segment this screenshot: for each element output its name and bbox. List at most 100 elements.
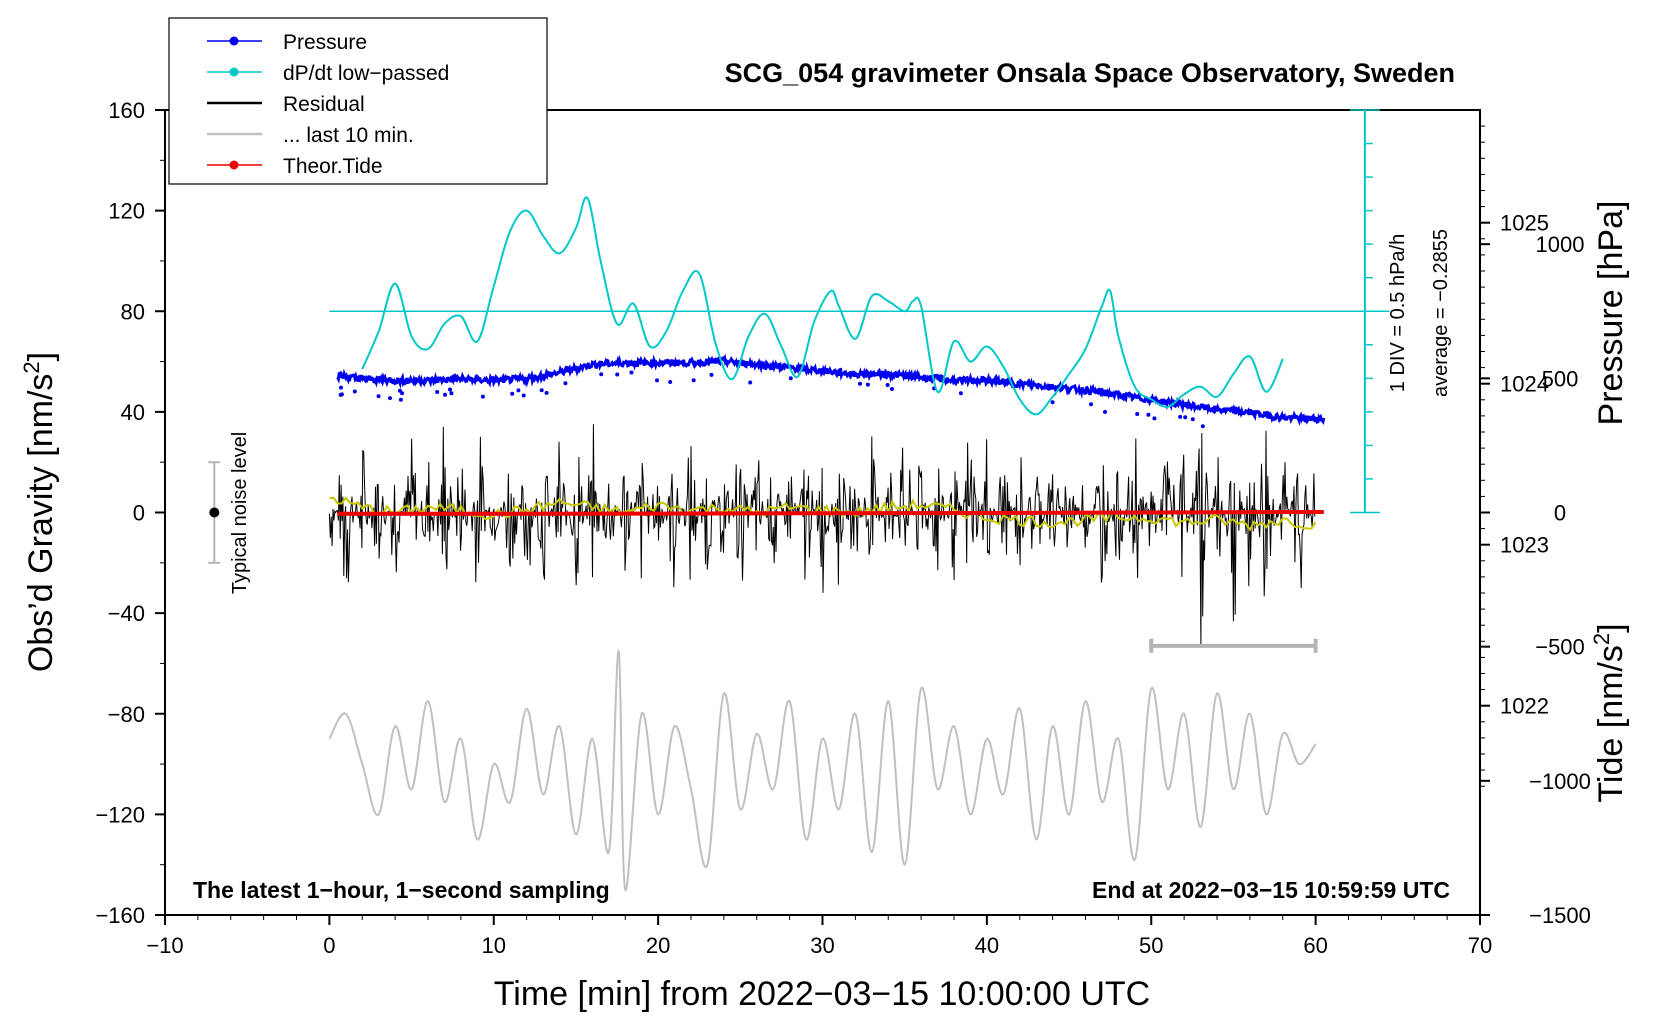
pressure-outlier-dot xyxy=(376,394,381,399)
pressure-outlier-dot xyxy=(339,385,343,390)
x-tick-label: 0 xyxy=(323,933,335,958)
footer-left: The latest 1−hour, 1−second sampling xyxy=(193,877,610,903)
x-tick-label: 70 xyxy=(1468,933,1492,958)
pressure-outlier-dot xyxy=(615,372,620,377)
y-tick-label-gravity: −40 xyxy=(108,601,145,626)
series-pressure xyxy=(336,353,1326,427)
pressure-outlier-dot xyxy=(668,380,673,384)
y-axis-title-gravity: Obs’d Gravity [nm/s2] xyxy=(19,352,60,672)
pressure-outlier-dot xyxy=(1089,402,1093,407)
pressure-outlier-dot xyxy=(1103,409,1107,414)
pressure-outlier-dot xyxy=(885,383,890,387)
y-tick-label-gravity: −160 xyxy=(95,903,145,928)
y-tick-label-pressure: 1024 xyxy=(1500,372,1549,397)
pressure-outlier-dot xyxy=(1200,424,1205,429)
pressure-outlier-dot xyxy=(1152,416,1157,421)
pressure-outlier-dot xyxy=(435,390,440,394)
tick-layer: −10 0 10 20 30 40 50 60 70 −160 −120 −80 −40 0 40 80 120… xyxy=(95,98,1590,958)
y-axis-title-tide: Tide [nm/s2] xyxy=(1589,623,1630,802)
pressure-outlier-dot xyxy=(788,376,793,381)
pressure-outlier-dot xyxy=(510,391,515,396)
x-tick-label: 50 xyxy=(1139,933,1163,958)
series-dpdt xyxy=(361,196,1284,416)
y-tick-label-tide: −1000 xyxy=(1529,769,1591,794)
legend-items: Pressure dP/dt low−passed Residual ... last… xyxy=(207,31,449,178)
pressure-outlier-dot xyxy=(709,372,714,377)
y-tick-label-gravity: 120 xyxy=(108,199,145,224)
pressure-outlier-dot xyxy=(521,393,526,398)
y-tick-label-pressure: 1022 xyxy=(1500,694,1549,719)
pressure-outlier-dot xyxy=(1050,400,1055,405)
pressure-outlier-dot xyxy=(1135,412,1140,416)
pressure-outlier-dot xyxy=(1190,417,1195,422)
y-tick-label-tide: 500 xyxy=(1542,366,1579,391)
pressure-outlier-dot xyxy=(1183,415,1188,420)
noise-level-label: Typical noise level xyxy=(229,432,251,594)
pressure-outlier-dot xyxy=(655,378,659,383)
y-tick-label-tide: −500 xyxy=(1535,635,1585,660)
y-tick-label-pressure: 1025 xyxy=(1500,211,1549,236)
y-tick-label-gravity: −80 xyxy=(108,702,145,727)
pressure-outlier-dot xyxy=(443,392,447,397)
x-tick-label: 60 xyxy=(1303,933,1327,958)
pressure-outlier-dot xyxy=(544,390,549,395)
pressure-outlier-dot xyxy=(400,391,405,396)
y-tick-label-gravity: 80 xyxy=(121,299,145,324)
dpdt-average-label: average = −0.2855 xyxy=(1430,229,1452,397)
pressure-outlier-dot xyxy=(449,391,454,396)
pressure-outlier-dot xyxy=(563,381,568,386)
pressure-outlier-dot xyxy=(339,392,344,397)
legend-box xyxy=(168,17,548,185)
legend-swatch-dot xyxy=(229,36,239,46)
pressure-outlier-dot xyxy=(1178,414,1183,419)
series-residual xyxy=(328,424,1316,647)
legend-swatch-dot xyxy=(229,160,239,170)
pressure-outlier-dot xyxy=(958,391,963,396)
x-tick-label: 20 xyxy=(646,933,670,958)
legend-label: Theor.Tide xyxy=(283,155,383,178)
y-tick-label-pressure: 1023 xyxy=(1500,533,1549,558)
y-axis-title-pressure: Pressure [hPa] xyxy=(1592,201,1630,426)
pressure-outlier-dot xyxy=(691,378,696,383)
annotation-layer xyxy=(208,109,1390,653)
pressure-outlier-dot xyxy=(599,372,604,377)
legend-label: dP/dt low−passed xyxy=(283,62,449,85)
legend: Pressure dP/dt low−passed Residual ... last… xyxy=(168,17,548,185)
y-tick-label-tide: 1000 xyxy=(1536,232,1585,257)
footer-right: End at 2022−03−15 10:59:59 UTC xyxy=(1092,877,1450,903)
pressure-outlier-dot xyxy=(516,388,521,393)
pressure-outlier-dot xyxy=(858,381,862,386)
x-tick-label: 40 xyxy=(975,933,999,958)
pressure-outlier-dot xyxy=(539,388,544,393)
pressure-outlier-dot xyxy=(398,397,403,402)
chart-title: SCG_054 gravimeter Onsala Space Observat… xyxy=(725,58,1455,88)
x-axis-title: Time [min] from 2022−03−15 10:00:00 UTC xyxy=(494,975,1150,1013)
x-tick-label: 10 xyxy=(482,933,506,958)
pressure-outlier-dot xyxy=(480,394,485,399)
pressure-outlier-dot xyxy=(448,387,452,392)
y-tick-label-gravity: 160 xyxy=(108,98,145,123)
y-tick-label-tide: −1500 xyxy=(1529,903,1591,928)
y-tick-label-tide: 0 xyxy=(1554,501,1566,526)
series-theoretical-tide xyxy=(337,510,1324,516)
pressure-outlier-dot xyxy=(352,389,357,394)
y-tick-label-gravity: −120 xyxy=(95,802,145,827)
y-tick-label-gravity: 40 xyxy=(121,400,145,425)
y-tick-label-gravity: 0 xyxy=(133,501,145,526)
legend-label: Residual xyxy=(283,93,365,116)
pressure-outlier-dot xyxy=(629,370,634,375)
pressure-outlier-dot xyxy=(865,382,870,387)
series-layer xyxy=(328,196,1326,891)
legend-swatch-dot xyxy=(229,67,239,77)
pressure-outlier-dot xyxy=(890,387,894,391)
pressure-outlier-dot xyxy=(1146,412,1151,417)
x-tick-label: 30 xyxy=(810,933,834,958)
pressure-outlier-dot xyxy=(388,396,392,401)
dpdt-division-label: 1 DIV = 0.5 hPa/h xyxy=(1387,234,1409,392)
x-tick-label: −10 xyxy=(146,933,183,958)
series-last-10-min xyxy=(328,649,1317,891)
legend-label: Pressure xyxy=(283,31,367,54)
pressure-outlier-dot xyxy=(748,380,753,385)
noise-bar-center-dot xyxy=(209,507,220,518)
